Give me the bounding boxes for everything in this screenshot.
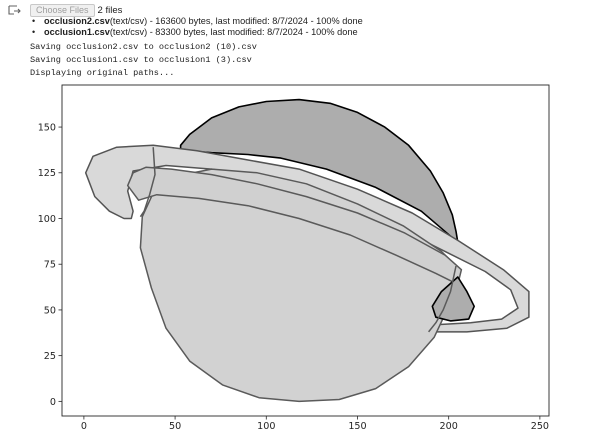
y-tick-label: 25 <box>44 351 56 362</box>
plot-shapes <box>84 98 530 403</box>
y-tick-label: 50 <box>44 305 56 316</box>
path-half-disc-0 <box>179 98 459 244</box>
file-details: (text/csv) - 83300 bytes, last modified:… <box>109 27 358 37</box>
list-item: occlusion1.csv(text/csv) - 83300 bytes, … <box>30 27 363 38</box>
x-tick-label: 200 <box>440 421 458 432</box>
file-name: occlusion2.csv <box>44 16 110 26</box>
upload-status: 2 files <box>97 4 123 16</box>
log-line: Saving occlusion2.csv to occlusion2 (10)… <box>30 42 257 52</box>
log-line: Saving occlusion1.csv to occlusion1 (3).… <box>30 55 252 65</box>
y-tick-label: 125 <box>38 168 56 179</box>
x-tick-label: 250 <box>531 421 549 432</box>
y-tick-label: 0 <box>50 397 56 408</box>
x-tick-label: 100 <box>257 421 275 432</box>
list-item: occlusion2.csv(text/csv) - 163600 bytes,… <box>30 16 363 27</box>
x-tick-label: 0 <box>81 421 87 432</box>
file-details: (text/csv) - 163600 bytes, last modified… <box>109 16 363 26</box>
log-line: Displaying original paths... <box>30 68 175 78</box>
uploaded-files-list: occlusion2.csv(text/csv) - 163600 bytes,… <box>30 16 363 38</box>
y-tick-label: 100 <box>38 214 56 225</box>
y-tick-label: 150 <box>38 122 56 133</box>
path-edge-5 <box>139 147 156 218</box>
x-tick-label: 50 <box>169 421 181 432</box>
y-tick-label: 75 <box>44 260 56 271</box>
plot-axes: 0 50 100 150 200 250 0 25 50 75 100 125 150 <box>38 122 549 432</box>
cell-output-log: Saving occlusion2.csv to occlusion2 (10)… <box>30 41 257 80</box>
plot-frame <box>61 84 550 417</box>
file-name: occlusion1.csv <box>44 27 110 37</box>
path-ring-front-3 <box>126 166 463 286</box>
path-edge-6 <box>428 265 457 333</box>
output-expand-icon[interactable] <box>7 4 23 18</box>
x-tick-label: 150 <box>348 421 366 432</box>
